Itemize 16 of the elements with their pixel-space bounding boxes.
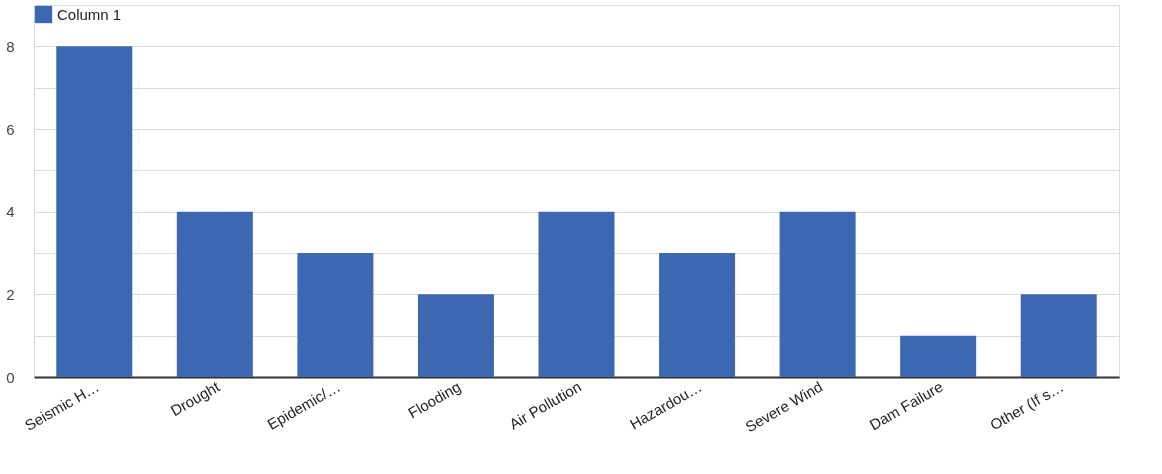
bar bbox=[900, 335, 977, 377]
y-tick-label: 8 bbox=[6, 37, 15, 55]
x-tick-label: Other (If s… bbox=[986, 377, 1067, 434]
bar bbox=[538, 211, 615, 377]
bar bbox=[56, 46, 133, 377]
y-tick-label: 2 bbox=[6, 285, 15, 303]
legend-label: Column 1 bbox=[57, 5, 122, 23]
y-tick-label: 4 bbox=[6, 203, 15, 221]
bar bbox=[297, 253, 374, 377]
y-tick-label: 0 bbox=[6, 368, 15, 386]
bar bbox=[417, 294, 494, 377]
y-tick-label: 6 bbox=[6, 120, 15, 138]
bar bbox=[176, 211, 253, 377]
bar bbox=[659, 253, 736, 377]
bar bbox=[779, 211, 856, 377]
bar bbox=[1020, 294, 1097, 377]
